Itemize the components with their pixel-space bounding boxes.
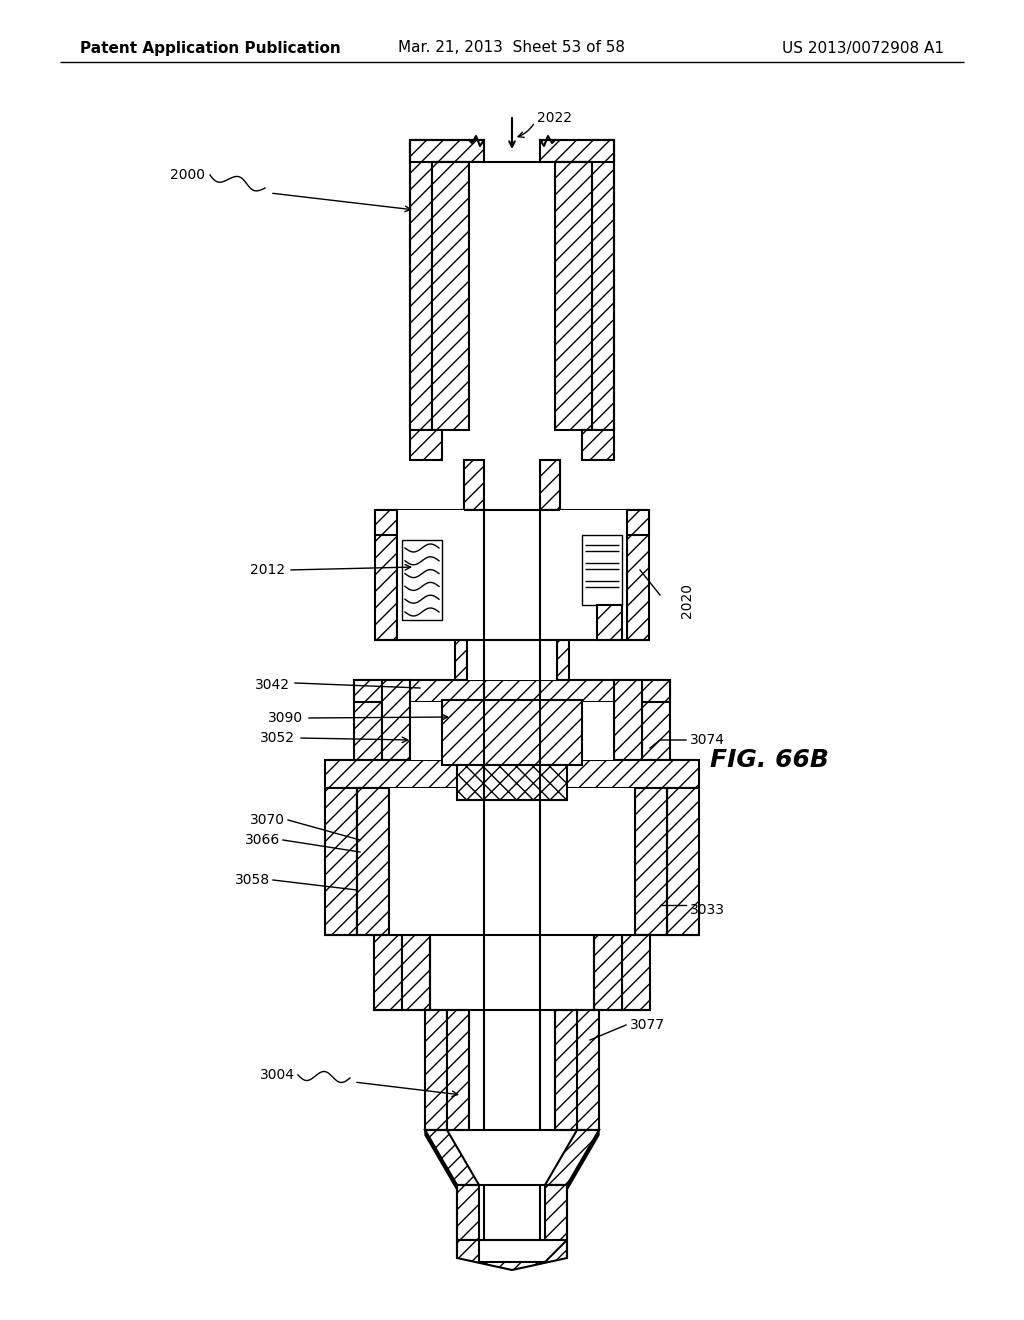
Text: 3042: 3042 [255,678,290,692]
Text: 3090: 3090 [268,711,303,725]
Polygon shape [635,788,667,935]
Polygon shape [425,1130,479,1185]
Polygon shape [447,1010,469,1130]
Polygon shape [555,1010,577,1130]
Polygon shape [555,162,592,430]
Polygon shape [592,140,614,430]
Polygon shape [410,140,484,162]
Polygon shape [667,788,699,935]
Polygon shape [425,1130,457,1191]
Polygon shape [325,760,699,788]
Polygon shape [432,162,469,430]
Text: 3077: 3077 [630,1018,665,1032]
Polygon shape [410,430,442,459]
Polygon shape [402,540,442,620]
Bar [484,935,540,1010]
Bar [467,640,557,680]
Polygon shape [545,1130,599,1185]
Text: 3052: 3052 [260,731,295,744]
Polygon shape [614,680,642,760]
Polygon shape [457,1185,479,1239]
Polygon shape [354,680,670,702]
Polygon shape [582,430,614,459]
Polygon shape [457,1239,567,1270]
Polygon shape [375,510,649,535]
Polygon shape [557,640,569,680]
Text: 3033: 3033 [690,903,725,917]
Bar [484,162,540,430]
Polygon shape [410,140,432,430]
Polygon shape [455,640,467,680]
Text: 2022: 2022 [537,111,572,125]
Text: FIG. 66B: FIG. 66B [710,748,828,772]
Polygon shape [540,140,614,162]
Polygon shape [540,459,560,510]
Polygon shape [382,680,410,760]
Bar [397,510,627,640]
Text: 3074: 3074 [690,733,725,747]
Bar [389,788,635,935]
Text: Mar. 21, 2013  Sheet 53 of 58: Mar. 21, 2013 Sheet 53 of 58 [398,41,626,55]
Polygon shape [597,605,622,640]
Bar [484,459,540,510]
Text: US 2013/0072908 A1: US 2013/0072908 A1 [782,41,944,55]
Text: 2000: 2000 [170,168,205,182]
Text: 3058: 3058 [234,873,270,887]
Polygon shape [425,1010,447,1130]
Polygon shape [354,680,382,760]
Text: 2012: 2012 [250,564,285,577]
Bar [469,162,555,430]
Polygon shape [577,1010,599,1130]
Polygon shape [567,1130,599,1191]
Polygon shape [374,935,402,1010]
Text: 2020: 2020 [680,582,694,618]
Polygon shape [627,510,649,640]
Bar [484,1010,540,1130]
Polygon shape [594,935,622,1010]
Text: 3066: 3066 [245,833,280,847]
Polygon shape [457,766,567,800]
Polygon shape [642,680,670,760]
Polygon shape [545,1185,567,1239]
Polygon shape [357,788,389,935]
Polygon shape [622,935,650,1010]
Bar [484,1185,540,1239]
Polygon shape [464,459,484,510]
Polygon shape [442,700,582,766]
Polygon shape [402,935,430,1010]
Text: Patent Application Publication: Patent Application Publication [80,41,341,55]
Polygon shape [325,788,357,935]
Bar [410,702,614,760]
Text: 3070: 3070 [250,813,285,828]
Polygon shape [582,535,622,605]
Text: 3004: 3004 [260,1068,295,1082]
Bar [484,760,540,935]
Polygon shape [375,510,397,640]
